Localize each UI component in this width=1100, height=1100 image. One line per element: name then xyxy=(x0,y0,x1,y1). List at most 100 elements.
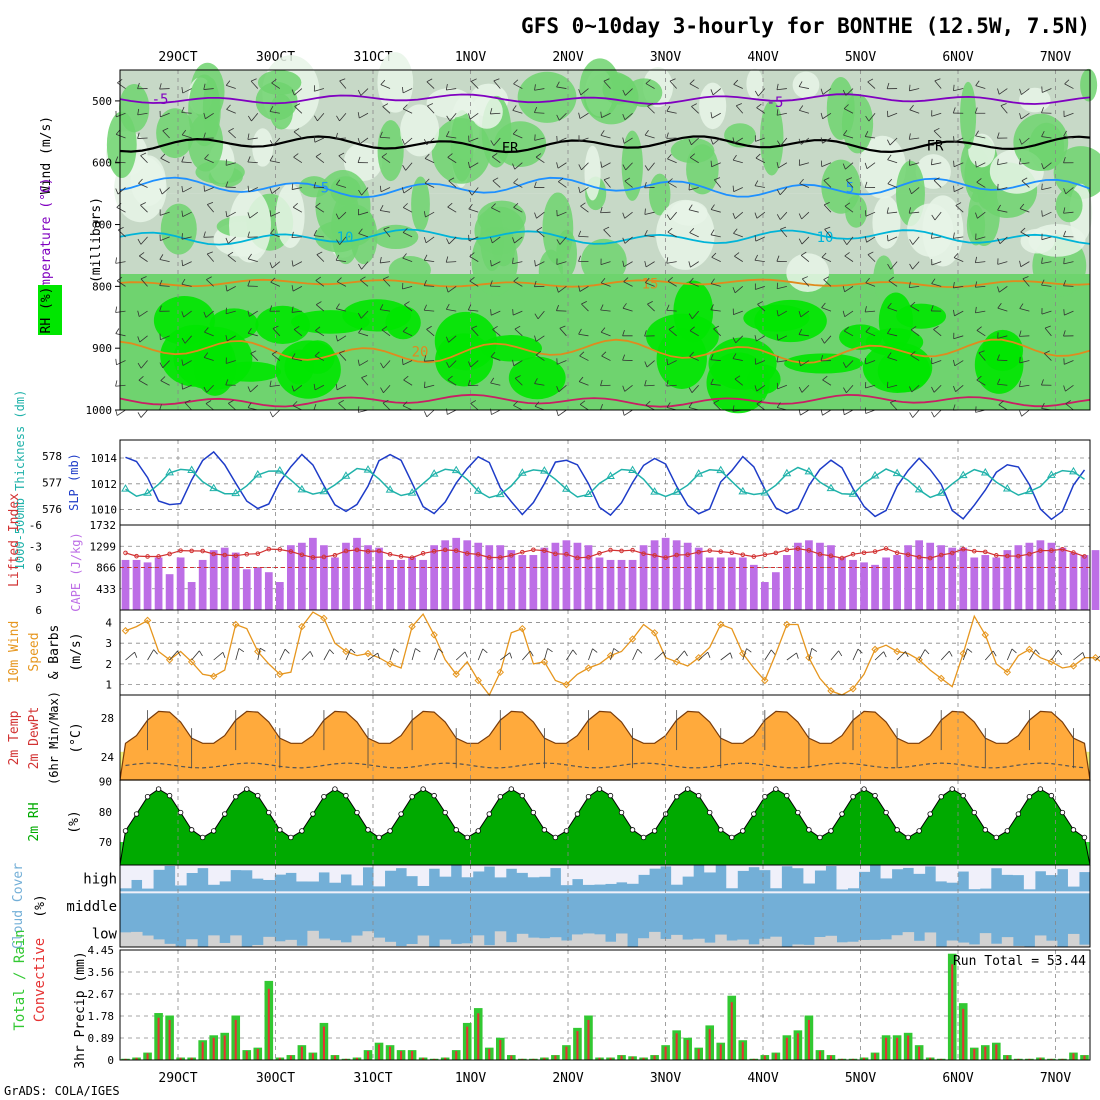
wind-barb xyxy=(270,233,280,238)
wind-barb xyxy=(205,403,214,411)
wind-barb-flag xyxy=(821,337,825,344)
high-cloud-gap xyxy=(957,865,970,872)
rh-moist-patch xyxy=(255,305,310,344)
wind-barb xyxy=(711,112,721,119)
wind-barb xyxy=(798,334,809,337)
wind-barb xyxy=(181,283,192,287)
wind-barb xyxy=(402,232,413,238)
wind-barb-flag xyxy=(115,156,119,163)
wind-barb xyxy=(513,207,523,213)
wind-barb-flag xyxy=(689,228,695,233)
high-cloud-gap xyxy=(836,865,848,890)
wind-barb xyxy=(865,409,876,414)
wind-barb-flag xyxy=(181,233,183,240)
wind-barb xyxy=(667,360,677,366)
high-cloud-gap xyxy=(924,865,937,867)
wind-barb-flag xyxy=(447,202,453,208)
wind-barb xyxy=(953,137,964,143)
wind-barb-flag xyxy=(335,303,340,309)
wind-barb xyxy=(801,236,810,245)
wind-barb xyxy=(468,137,479,142)
wind-barb-flag xyxy=(207,251,213,255)
thickness-marker xyxy=(143,488,152,496)
wind-barb-flag xyxy=(160,153,166,159)
wind-barb xyxy=(824,228,832,238)
cape-bar xyxy=(915,540,924,610)
wind-barb-flag xyxy=(291,231,294,238)
wind-barb xyxy=(427,105,435,114)
wind-barb-flag xyxy=(976,178,982,183)
wind-barb xyxy=(203,88,214,90)
wind-barb xyxy=(689,356,699,361)
wind-barb-flag xyxy=(622,164,626,171)
wind-speed-marker xyxy=(1003,668,1012,676)
convective-bar xyxy=(322,1026,325,1060)
wind-barb-flag xyxy=(159,305,162,312)
low-cloud-gap xyxy=(660,938,672,947)
wind-barb-flag xyxy=(177,650,181,657)
bottom-date-label: 2NOV xyxy=(552,1071,583,1086)
wind-barb-flag xyxy=(115,188,119,195)
wind-barb xyxy=(711,256,721,262)
wind-barb-flag xyxy=(798,311,802,318)
low-cloud-gap xyxy=(1067,933,1080,947)
wind-barb xyxy=(251,113,259,122)
low-cloud-gap xyxy=(439,939,452,947)
wind-barb xyxy=(116,207,126,213)
low-cloud-gap xyxy=(748,944,760,947)
wind-barb-flag xyxy=(159,279,163,286)
wind-barb xyxy=(667,280,677,287)
wind-barb xyxy=(181,161,192,164)
wind-barb xyxy=(115,333,126,337)
wind-barb-flag xyxy=(335,254,340,261)
low-cloud-gap xyxy=(516,933,529,947)
contour-label: 5 xyxy=(321,180,329,196)
wind-barb-flag xyxy=(707,652,711,658)
low-cloud-gap xyxy=(957,942,970,947)
wind-barb xyxy=(823,204,832,213)
wind-barb-flag xyxy=(270,228,275,234)
thickness-marker xyxy=(429,469,439,477)
bottom-date-label: 6NOV xyxy=(942,1071,973,1086)
wind-speed-marker xyxy=(121,627,130,635)
wind-barb xyxy=(799,86,809,89)
wind-barb xyxy=(513,405,523,411)
wind-barb-flag xyxy=(776,255,780,262)
rh2m-marker xyxy=(244,786,250,792)
thickness-marker xyxy=(826,483,836,492)
rh2m-marker xyxy=(740,828,746,834)
convective-bar xyxy=(653,1055,656,1060)
wind-barb xyxy=(534,112,545,114)
wind-barb xyxy=(1073,652,1084,661)
wind-barb-flag xyxy=(470,400,477,404)
wind-barb xyxy=(843,108,854,114)
wind-barb-flag xyxy=(579,351,585,357)
rh2m-marker xyxy=(222,811,228,817)
wind-barb xyxy=(162,130,170,139)
wind-barb xyxy=(313,235,324,238)
wind-barb-flag xyxy=(424,153,430,159)
wind-speed-marker xyxy=(518,624,527,633)
temp-axis-label-1: 2m Temp xyxy=(7,710,22,765)
high-cloud-gap xyxy=(571,865,584,880)
precip-tick-label: 0.89 xyxy=(88,1032,115,1045)
wind-barb-flag xyxy=(713,325,720,330)
wind-barb-flag xyxy=(247,310,250,317)
wind-barb-flag xyxy=(293,325,300,330)
wind-barb-flag xyxy=(592,648,598,653)
wind-barb xyxy=(843,134,854,139)
rh-patch xyxy=(1019,87,1051,113)
wind-barb-flag xyxy=(490,377,495,384)
wind-barb xyxy=(336,308,347,312)
high-cloud-gap xyxy=(538,865,551,877)
low-cloud-gap xyxy=(836,942,848,947)
top-date-label: 6NOV xyxy=(942,50,973,65)
wind-barb-flag xyxy=(269,106,274,112)
wind-barb xyxy=(383,360,391,369)
wind-speed-marker xyxy=(739,649,747,658)
wind-barb xyxy=(909,109,920,114)
wind-barb xyxy=(115,310,126,313)
wind-barb xyxy=(556,261,567,265)
wind-barb xyxy=(169,650,178,661)
wind-barb xyxy=(361,261,369,270)
